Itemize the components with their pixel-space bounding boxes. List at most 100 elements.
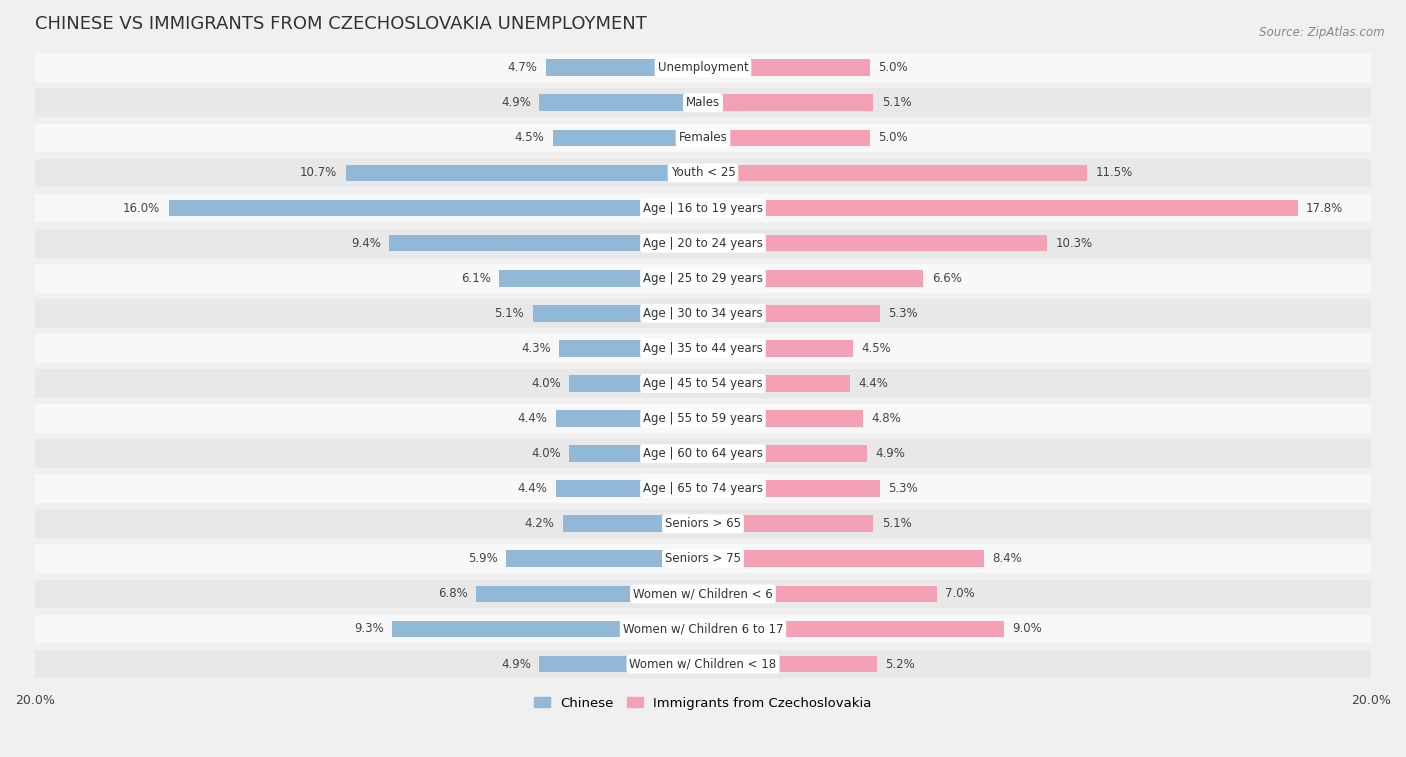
Bar	[35, 334, 1371, 363]
Text: Women w/ Children < 6: Women w/ Children < 6	[633, 587, 773, 600]
Text: 16.0%: 16.0%	[122, 201, 160, 214]
Bar	[475, 586, 703, 603]
Bar	[546, 59, 703, 76]
Text: 4.9%: 4.9%	[875, 447, 905, 460]
Text: 5.3%: 5.3%	[889, 307, 918, 319]
Bar	[35, 615, 1371, 643]
Text: 6.1%: 6.1%	[461, 272, 491, 285]
Text: Women w/ Children 6 to 17: Women w/ Children 6 to 17	[623, 622, 783, 635]
Legend: Chinese, Immigrants from Czechoslovakia: Chinese, Immigrants from Czechoslovakia	[529, 691, 877, 715]
Bar	[35, 229, 1371, 257]
Text: 8.4%: 8.4%	[993, 553, 1022, 565]
Bar	[35, 475, 1371, 503]
Bar	[569, 375, 703, 392]
Bar	[35, 509, 1371, 538]
Bar	[540, 656, 703, 672]
Text: 6.6%: 6.6%	[932, 272, 962, 285]
Bar	[703, 586, 936, 603]
Text: 4.5%: 4.5%	[515, 132, 544, 145]
Bar	[703, 516, 873, 532]
Bar	[562, 516, 703, 532]
Bar	[35, 544, 1371, 573]
Text: Seniors > 75: Seniors > 75	[665, 553, 741, 565]
Bar	[703, 305, 880, 322]
Text: Age | 35 to 44 years: Age | 35 to 44 years	[643, 342, 763, 355]
Bar	[169, 200, 703, 217]
Bar	[703, 375, 851, 392]
Text: 5.0%: 5.0%	[879, 132, 908, 145]
Bar	[35, 650, 1371, 678]
Bar	[703, 129, 870, 146]
Bar	[560, 340, 703, 357]
Text: 17.8%: 17.8%	[1306, 201, 1343, 214]
Text: 5.9%: 5.9%	[468, 553, 498, 565]
Text: 4.0%: 4.0%	[531, 377, 561, 390]
Text: Females: Females	[679, 132, 727, 145]
Text: 4.2%: 4.2%	[524, 517, 554, 530]
Text: 10.7%: 10.7%	[299, 167, 337, 179]
Bar	[703, 656, 877, 672]
Bar	[569, 445, 703, 462]
Bar	[35, 194, 1371, 223]
Bar	[35, 580, 1371, 609]
Text: 4.7%: 4.7%	[508, 61, 537, 74]
Bar	[35, 53, 1371, 82]
Text: 4.4%: 4.4%	[517, 412, 548, 425]
Bar	[703, 235, 1047, 251]
Bar	[540, 95, 703, 111]
Bar	[35, 369, 1371, 398]
Text: 9.3%: 9.3%	[354, 622, 384, 635]
Text: 9.4%: 9.4%	[350, 237, 381, 250]
Bar	[506, 550, 703, 567]
Bar	[703, 59, 870, 76]
Bar	[392, 621, 703, 637]
Text: 10.3%: 10.3%	[1056, 237, 1092, 250]
Bar	[703, 340, 853, 357]
Text: Unemployment: Unemployment	[658, 61, 748, 74]
Bar	[555, 410, 703, 427]
Text: 5.0%: 5.0%	[879, 61, 908, 74]
Text: 5.1%: 5.1%	[495, 307, 524, 319]
Bar	[35, 158, 1371, 187]
Bar	[703, 410, 863, 427]
Bar	[703, 95, 873, 111]
Bar	[703, 621, 1004, 637]
Text: Women w/ Children < 18: Women w/ Children < 18	[630, 658, 776, 671]
Bar	[35, 123, 1371, 152]
Text: Age | 45 to 54 years: Age | 45 to 54 years	[643, 377, 763, 390]
Bar	[35, 89, 1371, 117]
Text: 5.2%: 5.2%	[884, 658, 915, 671]
Bar	[35, 299, 1371, 328]
Bar	[35, 439, 1371, 468]
Text: 4.9%: 4.9%	[501, 658, 531, 671]
Text: 4.9%: 4.9%	[501, 96, 531, 109]
Text: 4.8%: 4.8%	[872, 412, 901, 425]
Text: 6.8%: 6.8%	[437, 587, 468, 600]
Text: Age | 16 to 19 years: Age | 16 to 19 years	[643, 201, 763, 214]
Bar	[533, 305, 703, 322]
Bar	[703, 481, 880, 497]
Bar	[553, 129, 703, 146]
Text: Youth < 25: Youth < 25	[671, 167, 735, 179]
Bar	[346, 164, 703, 182]
Bar	[703, 269, 924, 287]
Text: 4.4%: 4.4%	[858, 377, 889, 390]
Text: 4.4%: 4.4%	[517, 482, 548, 495]
Text: Age | 65 to 74 years: Age | 65 to 74 years	[643, 482, 763, 495]
Text: Age | 60 to 64 years: Age | 60 to 64 years	[643, 447, 763, 460]
Bar	[703, 445, 866, 462]
Text: 11.5%: 11.5%	[1095, 167, 1133, 179]
Bar	[703, 200, 1298, 217]
Text: 5.1%: 5.1%	[882, 517, 911, 530]
Bar	[499, 269, 703, 287]
Text: 9.0%: 9.0%	[1012, 622, 1042, 635]
Text: Age | 20 to 24 years: Age | 20 to 24 years	[643, 237, 763, 250]
Text: 4.5%: 4.5%	[862, 342, 891, 355]
Text: 5.1%: 5.1%	[882, 96, 911, 109]
Text: 4.0%: 4.0%	[531, 447, 561, 460]
Text: 7.0%: 7.0%	[945, 587, 974, 600]
Bar	[703, 550, 984, 567]
Text: Age | 55 to 59 years: Age | 55 to 59 years	[643, 412, 763, 425]
Bar	[555, 481, 703, 497]
Text: Source: ZipAtlas.com: Source: ZipAtlas.com	[1260, 26, 1385, 39]
